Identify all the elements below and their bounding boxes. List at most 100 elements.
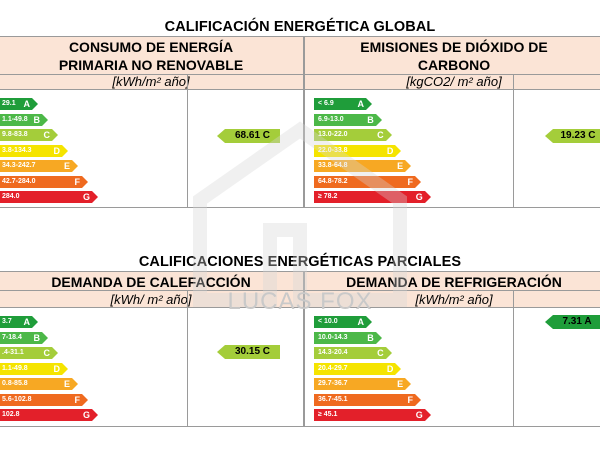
energy-band-c: .4-31.1 C	[0, 347, 58, 359]
energy-band-letter: D	[53, 145, 61, 156]
energy-band-b: 1.1-49.8 B	[0, 113, 48, 126]
energy-band-range: 22.0-33.8	[318, 146, 348, 154]
energy-band-d: 3.8-134.3 D	[0, 144, 68, 157]
energy-band-letter: E	[397, 379, 404, 389]
energy-band-range: 20.4-29.7	[318, 364, 348, 372]
heating-rating-indicator: 30.15 C	[217, 345, 280, 359]
primary-energy-title-line2: PRIMARIA NO RENOVABLE	[58, 57, 244, 73]
energy-band-letter: C	[377, 348, 384, 358]
energy-band-letter: F	[407, 394, 414, 405]
energy-band-range: 9.8-83.8	[2, 131, 28, 138]
cooling-demand-header: DEMANDA DE REFRIGERACIÓN [kWh/m² año]	[304, 271, 600, 308]
co2-rating-cell	[513, 89, 600, 208]
energy-band-range: 29.1	[2, 100, 16, 107]
energy-band-range: 29.7-36.7	[318, 380, 348, 387]
heating-demand-title: DEMANDA DE CALEFACCIÓN	[51, 274, 251, 290]
energy-band-range: 14.3-20.4	[318, 349, 348, 356]
primary-energy-rating-cell	[187, 89, 304, 208]
energy-band-range: 33.8-64.8	[318, 162, 348, 169]
energy-band-e: 34.3-242.7 E	[0, 160, 78, 172]
energy-band-c: 13.0-22.0 C	[314, 129, 392, 141]
energy-band-range: 3.7	[2, 318, 12, 325]
energy-band-range: 10.0-14.3	[318, 333, 348, 341]
energy-band-a: < 10.0 A	[314, 316, 372, 328]
energy-band-letter: B	[367, 332, 374, 343]
partial-ratings-title: CALIFICACIONES ENERGÉTICAS PARCIALES	[138, 254, 462, 270]
energy-band-g: 284.0 G	[0, 191, 98, 203]
energy-band-letter: G	[82, 192, 90, 202]
primary-energy-title-line1: CONSUMO DE ENERGÍA	[68, 39, 234, 55]
energy-band-a: 29.1 A	[0, 98, 38, 110]
primary-energy-unit: [kWh/m² año]	[112, 74, 190, 89]
energy-band-range: 1.1-49.8	[2, 364, 28, 372]
energy-band-range: 3.8-134.3	[2, 146, 32, 154]
primary-energy-header: CONSUMO DE ENERGÍA PRIMARIA NO RENOVABLE…	[0, 36, 304, 90]
co2-emissions-title-line1: EMISIONES DE DIÓXIDO DE	[360, 39, 548, 55]
energy-band-letter: A	[23, 317, 31, 327]
energy-band-range: 102.8	[2, 411, 20, 418]
energy-band-f: 5.6-102.8 F	[0, 393, 88, 406]
watermark-text: LUCAS FOX	[227, 288, 373, 315]
energy-band-g: 102.8 G	[0, 409, 98, 421]
energy-band-c: 14.3-20.4 C	[314, 347, 392, 359]
heating-rating-cell	[187, 307, 304, 427]
energy-band-f: 42.7-284.0 F	[0, 175, 88, 188]
energy-band-letter: A	[23, 99, 31, 109]
energy-band-range: 42.7-284.0	[2, 177, 36, 185]
cooling-demand-unit: [kWh/m² año]	[415, 292, 493, 307]
energy-band-range: 0.8-85.8	[2, 380, 28, 387]
primary-energy-rating-indicator: 68.61 C	[217, 129, 280, 143]
energy-band-range: 7-18.4	[2, 333, 22, 341]
energy-band-range: 284.0	[2, 193, 20, 200]
energy-band-range: 1.1-49.8	[2, 115, 28, 123]
energy-band-range: < 6.9	[318, 100, 334, 107]
energy-band-letter: E	[397, 161, 404, 171]
co2-emissions-title-line2: CARBONO	[417, 57, 491, 73]
energy-band-range: < 10.0	[318, 318, 338, 325]
cooling-rating-indicator: 7.31 A	[545, 315, 600, 329]
energy-band-letter: B	[367, 114, 374, 125]
energy-band-letter: F	[74, 176, 81, 187]
energy-band-range: 13.0-22.0	[318, 131, 348, 138]
energy-band-letter: A	[357, 99, 365, 109]
energy-band-letter: G	[415, 410, 423, 420]
energy-band-a: < 6.9 A	[314, 98, 372, 110]
energy-band-letter: B	[33, 332, 41, 343]
energy-band-b: 10.0-14.3 B	[314, 331, 382, 344]
energy-band-f: 36.7-45.1 F	[314, 393, 421, 406]
energy-band-range: 64.8-78.2	[318, 177, 348, 185]
energy-band-e: 33.8-64.8 E	[314, 160, 412, 172]
energy-band-range: ≥ 78.2	[318, 193, 338, 200]
energy-band-range: 6.9-13.0	[318, 115, 344, 123]
energy-band-range: ≥ 45.1	[318, 411, 338, 418]
energy-band-letter: B	[33, 114, 41, 125]
energy-band-letter: D	[386, 363, 394, 374]
co2-emissions-unit: [kgCO2/ m² año]	[406, 74, 502, 89]
energy-band-e: 0.8-85.8 E	[0, 378, 78, 390]
energy-band-d: 20.4-29.7 D	[314, 362, 402, 375]
energy-band-range: 34.3-242.7	[2, 162, 36, 169]
heating-demand-unit: [kWh/ m² año]	[110, 292, 192, 307]
energy-band-letter: G	[82, 410, 90, 420]
cooling-demand-title: DEMANDA DE REFRIGERACIÓN	[346, 274, 562, 290]
energy-band-range: 36.7-45.1	[318, 395, 348, 403]
energy-band-letter: F	[407, 176, 414, 187]
energy-band-letter: C	[43, 348, 51, 358]
energy-band-b: 6.9-13.0 B	[314, 113, 382, 126]
energy-band-c: 9.8-83.8 C	[0, 129, 58, 141]
co2-emissions-header: EMISIONES DE DIÓXIDO DE CARBONO [kgCO2/ …	[304, 36, 600, 90]
energy-band-b: 7-18.4 B	[0, 331, 48, 344]
energy-band-range: .4-31.1	[2, 349, 24, 356]
energy-band-letter: A	[357, 317, 365, 327]
energy-band-d: 1.1-49.8 D	[0, 362, 68, 375]
energy-band-letter: C	[377, 130, 384, 140]
energy-band-letter: F	[74, 394, 81, 405]
co2-rating-indicator: 19.23 C	[545, 129, 600, 143]
energy-band-range: 5.6-102.8	[2, 395, 32, 403]
energy-band-g: ≥ 45.1 G	[314, 409, 431, 421]
energy-band-g: ≥ 78.2 G	[314, 191, 431, 203]
global-rating-title: CALIFICACIÓN ENERGÉTICA GLOBAL	[164, 19, 436, 35]
energy-band-e: 29.7-36.7 E	[314, 378, 412, 390]
energy-band-letter: G	[415, 192, 423, 202]
energy-band-letter: E	[63, 379, 70, 389]
